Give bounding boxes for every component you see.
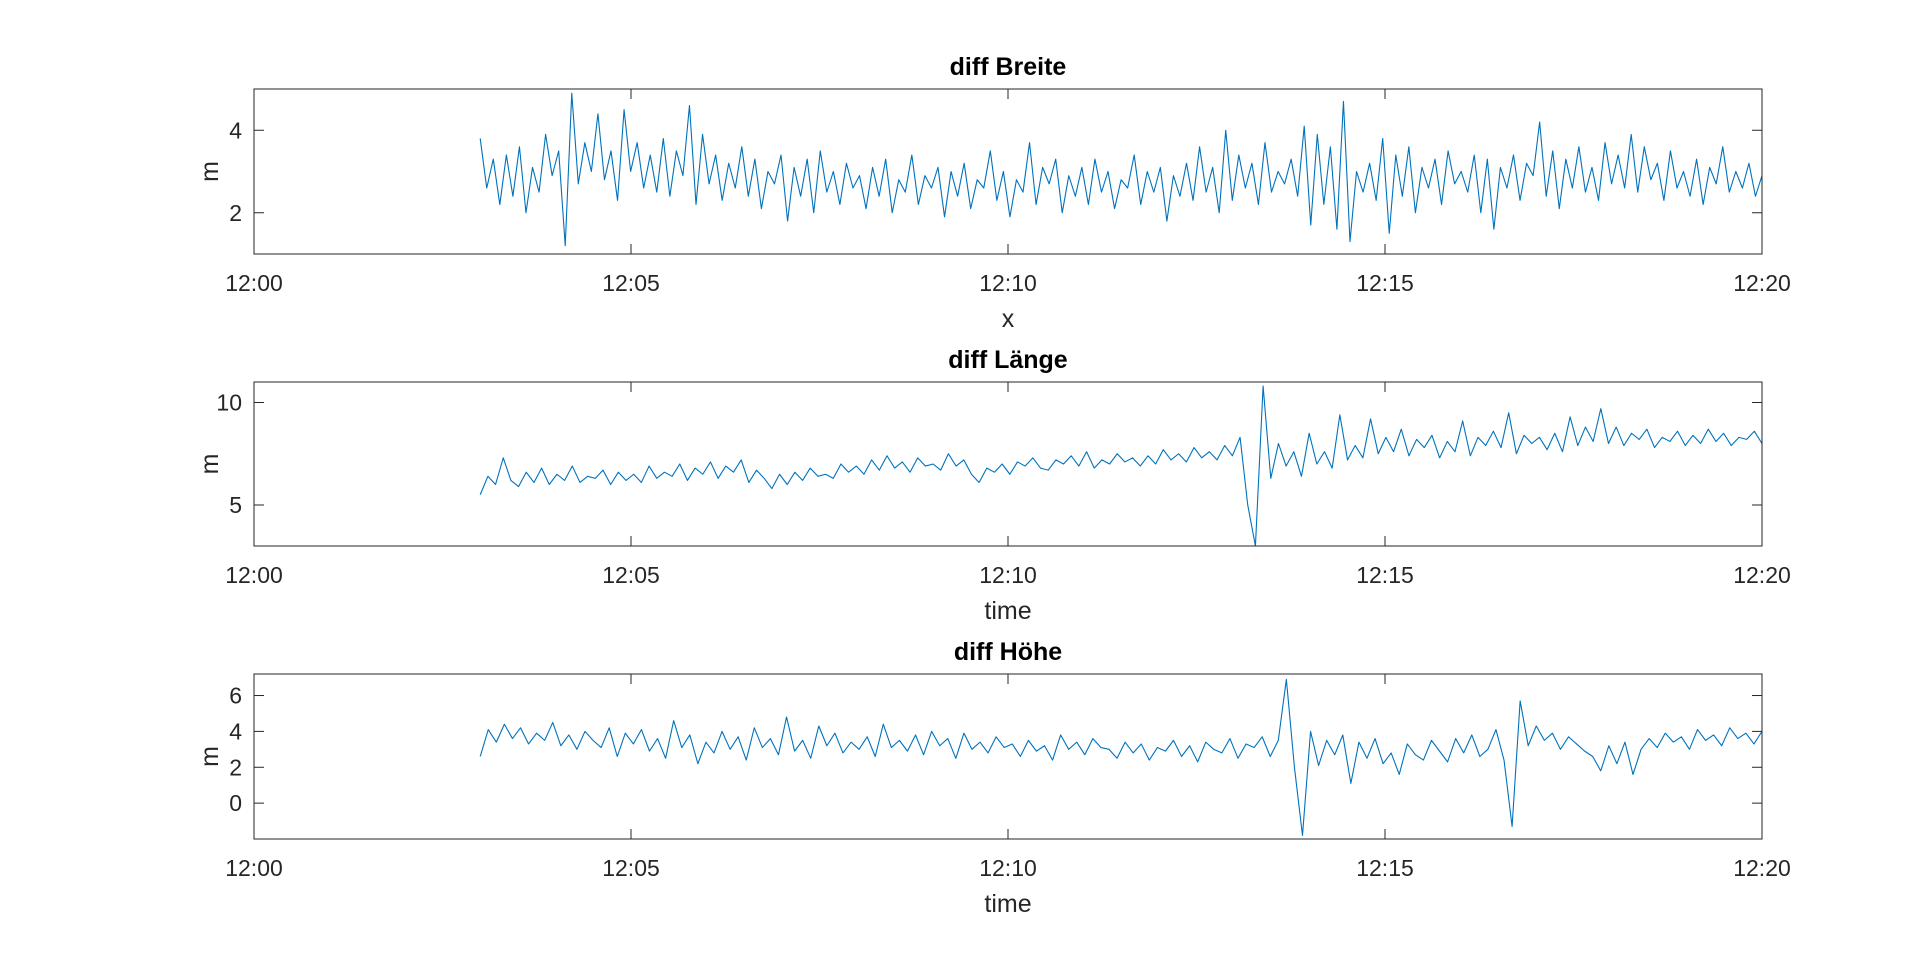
x-tick-label: 12:05 (602, 855, 660, 881)
x-tick-label: 12:15 (1356, 270, 1414, 296)
chart-title: diff Breite (950, 53, 1067, 81)
y-tick-label: 2 (229, 200, 242, 226)
y-tick-label: 4 (229, 117, 242, 143)
chart-title: diff Länge (948, 346, 1068, 374)
axes-box (253, 381, 1763, 547)
y-axis-label: m (196, 161, 224, 182)
x-tick-label: 12:05 (602, 270, 660, 296)
y-axis-label: m (196, 454, 224, 475)
x-axis-label: x (1002, 305, 1015, 333)
x-tick-label: 12:00 (225, 562, 283, 588)
y-tick-label: 10 (216, 390, 242, 416)
x-tick-label: 12:00 (225, 270, 283, 296)
y-tick-label: 6 (229, 683, 242, 709)
axes-box (253, 88, 1763, 255)
x-tick-label: 12:10 (979, 855, 1037, 881)
series-line (479, 678, 1763, 836)
y-axis-label: m (196, 746, 224, 767)
x-tick-label: 12:15 (1356, 562, 1414, 588)
x-tick-label: 12:00 (225, 855, 283, 881)
subplot-diff-hoehe: 12:00 12:05 12:10 12:15 12:20 0 2 4 6 diff Höhe ti… (196, 638, 1791, 918)
subplot-diff-breite: 12:00 12:05 12:10 12:15 12:20 2 4 diff Breite x m (196, 53, 1791, 333)
x-axis-label: time (984, 597, 1031, 625)
x-axis-label: time (984, 890, 1031, 918)
x-tick-label: 12:10 (979, 562, 1037, 588)
x-tick-label: 12:15 (1356, 855, 1414, 881)
subplot-diff-laenge: 12:00 12:05 12:10 12:15 12:20 5 10 diff Länge ti… (196, 346, 1791, 625)
y-tick-label: 0 (229, 790, 242, 816)
y-tick-label: 4 (229, 718, 242, 744)
x-tick-label: 12:20 (1733, 562, 1791, 588)
x-tick-label: 12:20 (1733, 855, 1791, 881)
series-line (479, 385, 1763, 547)
x-tick-label: 12:10 (979, 270, 1037, 296)
series-line (479, 92, 1763, 247)
x-tick-label: 12:20 (1733, 270, 1791, 296)
y-tick-label: 2 (229, 754, 242, 780)
x-tick-label: 12:05 (602, 562, 660, 588)
chart-title: diff Höhe (954, 638, 1062, 666)
y-tick-label: 5 (229, 492, 242, 518)
